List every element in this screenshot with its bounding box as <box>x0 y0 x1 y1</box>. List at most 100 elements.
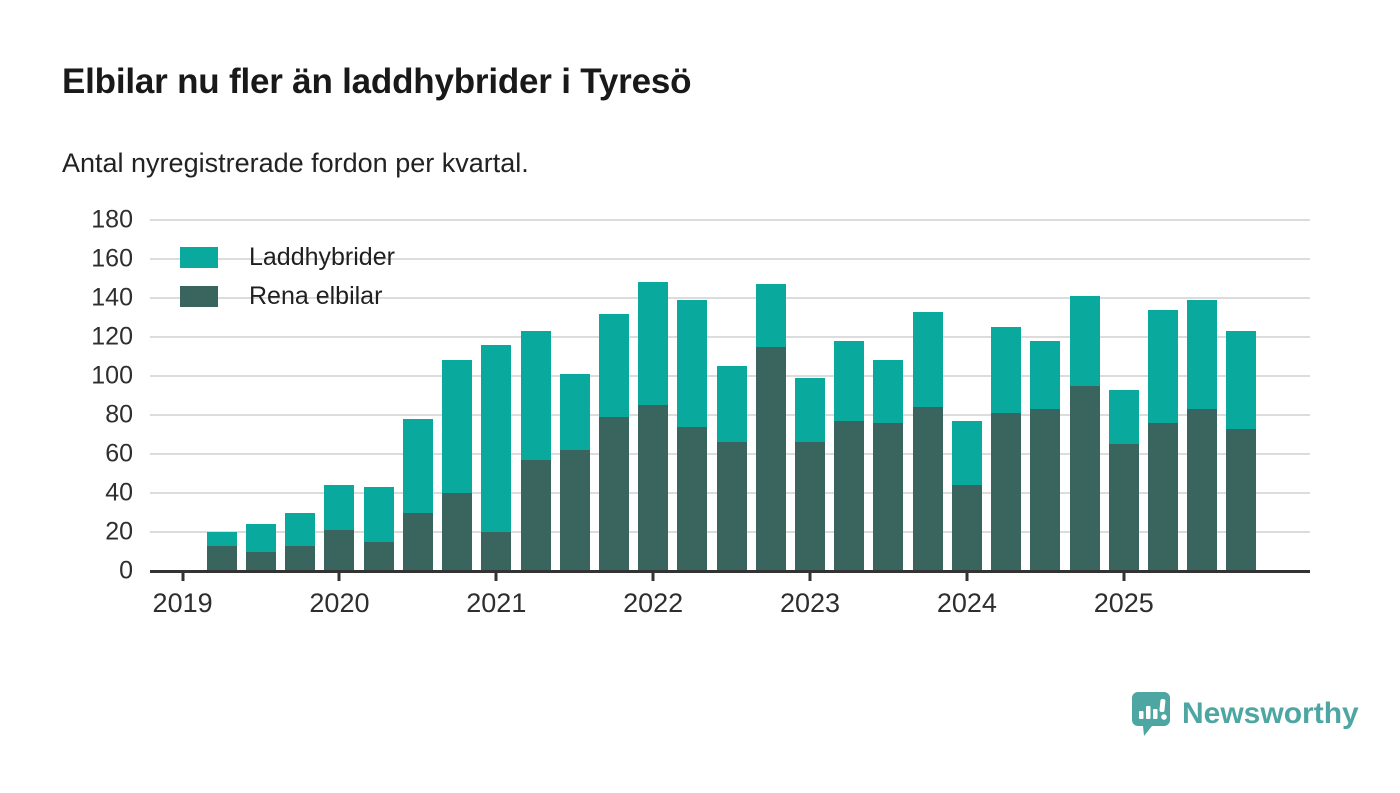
bar-2022-Q4 <box>755 284 786 571</box>
bar-segment-laddhybrider-2023-Q2 <box>834 340 865 421</box>
bar-2019-Q4 <box>285 512 316 572</box>
y-axis-label-0: 0 <box>119 556 133 585</box>
bar-segment-rena-elbilar-2021-Q4 <box>598 416 629 571</box>
bar-2020-Q3 <box>402 418 433 571</box>
newsworthy-speech-bubble-chart-icon <box>1132 692 1170 736</box>
branding-name: Newsworthy <box>1182 697 1359 730</box>
gridline-180 <box>150 219 1310 221</box>
x-axis-label-2022: 2022 <box>623 588 684 618</box>
bar-segment-laddhybrider-2020-Q3 <box>402 418 433 513</box>
bar-2020-Q2 <box>363 487 394 571</box>
bar-2024-Q4 <box>1069 296 1100 571</box>
bar-segment-laddhybrider-2020-Q4 <box>442 360 473 493</box>
x-axis-label-2023: 2023 <box>779 588 841 618</box>
bar-2023-Q3 <box>873 360 904 571</box>
x-axis-tick-2025 <box>1122 571 1126 581</box>
bar-segment-rena-elbilar-2022-Q3 <box>716 442 747 571</box>
bar-2021-Q1 <box>481 344 512 571</box>
bar-2025-Q1 <box>1108 389 1139 571</box>
bar-2021-Q4 <box>598 313 629 571</box>
bar-segment-laddhybrider-2024-Q2 <box>991 327 1022 414</box>
x-axis-tick-2021 <box>494 571 498 581</box>
bar-segment-laddhybrider-2025-Q2 <box>1147 309 1178 423</box>
x-axis-line <box>150 570 1310 573</box>
x-axis-label-2020: 2020 <box>309 588 370 618</box>
legend-label-laddhybrider: Laddhybrider <box>249 242 395 271</box>
y-axis-label-60: 60 <box>105 439 133 468</box>
bar-2025-Q3 <box>1187 299 1218 571</box>
legend-swatch-laddhybrider <box>180 246 218 268</box>
bar-segment-rena-elbilar-2020-Q2 <box>363 541 394 571</box>
bar-segment-rena-elbilar-2022-Q4 <box>755 346 786 571</box>
bar-segment-laddhybrider-2025-Q1 <box>1108 389 1139 445</box>
bar-segment-laddhybrider-2024-Q3 <box>1030 340 1061 410</box>
y-axis-label-120: 120 <box>91 322 133 351</box>
bar-2022-Q1 <box>638 282 669 571</box>
legend-label-rena-elbilar: Rena elbilar <box>249 281 383 310</box>
bar-2024-Q3 <box>1030 340 1061 571</box>
bar-segment-laddhybrider-2023-Q3 <box>873 360 904 423</box>
branding: Newsworthy <box>1130 690 1359 738</box>
plot-area: Laddhybrider Rena elbilar 2019 2020 2021 20… <box>150 219 1310 618</box>
bar-segment-laddhybrider-2022-Q1 <box>638 282 669 406</box>
bar-segment-laddhybrider-2023-Q4 <box>912 311 943 408</box>
bar-segment-laddhybrider-2024-Q1 <box>951 420 982 486</box>
bar-2021-Q3 <box>559 374 590 571</box>
bar-segment-rena-elbilar-2022-Q2 <box>677 426 708 571</box>
bar-segment-rena-elbilar-2023-Q1 <box>795 442 826 571</box>
legend-row-rena-elbilar: Rena elbilar <box>180 282 395 310</box>
bar-segment-rena-elbilar-2019-Q4 <box>285 545 316 571</box>
bar-segment-laddhybrider-2021-Q1 <box>481 344 512 532</box>
bar-segment-rena-elbilar-2024-Q4 <box>1069 385 1100 571</box>
bar-segment-laddhybrider-2020-Q2 <box>363 487 394 542</box>
bar-segment-laddhybrider-2025-Q3 <box>1187 299 1218 410</box>
bar-2023-Q4 <box>912 311 943 571</box>
bar-segment-laddhybrider-2023-Q1 <box>795 377 826 443</box>
bar-segment-laddhybrider-2022-Q3 <box>716 366 747 443</box>
bar-segment-rena-elbilar-2024-Q2 <box>991 413 1022 571</box>
bar-2019-Q2 <box>206 532 237 571</box>
x-axis-label-2021: 2021 <box>466 588 527 618</box>
legend: Laddhybrider Rena elbilar <box>180 243 395 324</box>
bar-segment-laddhybrider-2021-Q3 <box>559 374 590 451</box>
bar-segment-rena-elbilar-2020-Q4 <box>442 493 473 571</box>
bar-2021-Q2 <box>520 331 551 571</box>
bar-2020-Q1 <box>324 485 355 571</box>
bar-segment-rena-elbilar-2023-Q2 <box>834 420 865 571</box>
bar-segment-laddhybrider-2021-Q2 <box>520 331 551 460</box>
legend-row-laddhybrider: Laddhybrider <box>180 243 395 271</box>
x-axis-label-2024: 2024 <box>936 588 997 618</box>
bar-segment-laddhybrider-2019-Q2 <box>206 532 237 546</box>
bar-2025-Q4 <box>1226 331 1257 571</box>
bar-2024-Q1 <box>951 420 982 571</box>
gridline-140 <box>150 297 1310 299</box>
bar-segment-laddhybrider-2022-Q4 <box>755 284 786 347</box>
bar-2024-Q2 <box>991 327 1022 571</box>
y-axis-label-180: 180 <box>91 205 133 234</box>
bar-segment-laddhybrider-2020-Q1 <box>324 485 355 531</box>
bar-2025-Q2 <box>1147 309 1178 571</box>
y-axis-label-40: 40 <box>105 478 133 507</box>
bar-2019-Q3 <box>246 524 277 571</box>
bar-segment-rena-elbilar-2025-Q3 <box>1187 409 1218 571</box>
bar-segment-laddhybrider-2024-Q4 <box>1069 296 1100 386</box>
bar-segment-laddhybrider-2021-Q4 <box>598 313 629 417</box>
bar-segment-rena-elbilar-2023-Q3 <box>873 422 904 571</box>
bar-segment-laddhybrider-2022-Q2 <box>677 299 708 427</box>
x-axis-tick-2020 <box>337 571 341 581</box>
y-axis-label-160: 160 <box>91 244 133 273</box>
legend-swatch-rena-elbilar <box>180 285 218 307</box>
bar-segment-rena-elbilar-2024-Q1 <box>951 485 982 571</box>
gridline-120 <box>150 336 1310 338</box>
y-axis-label-140: 140 <box>91 283 133 312</box>
y-axis-label-100: 100 <box>91 361 133 390</box>
bar-segment-rena-elbilar-2022-Q1 <box>638 405 669 571</box>
y-axis-labels: 0 20 40 60 80 100 120 140 160 180 <box>0 206 133 585</box>
x-axis-label-2025: 2025 <box>1093 588 1154 618</box>
chart-title: Elbilar nu fler än laddhybrider i Tyresö <box>62 62 692 101</box>
x-axis-tick-2022 <box>651 571 655 581</box>
bar-segment-rena-elbilar-2023-Q4 <box>912 407 943 571</box>
bar-segment-laddhybrider-2019-Q4 <box>285 512 316 546</box>
x-axis-tick-2019 <box>181 571 185 581</box>
